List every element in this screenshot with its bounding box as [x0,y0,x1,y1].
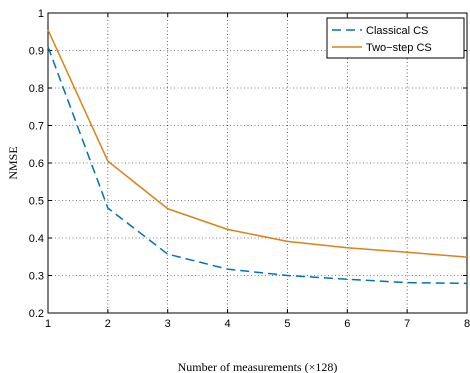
legend-label-two-step-cs: Two−step CS [366,42,432,54]
x-tick-label: 8 [464,318,470,330]
data-point-series-1 [107,160,109,162]
x-tick-label: 1 [45,318,51,330]
x-axis-label: Number of measurements (×128) [178,360,338,373]
data-point-series-0 [286,274,288,276]
data-point-series-1 [406,251,408,253]
x-tick-label: 2 [105,318,111,330]
y-tick-label: 1 [38,8,44,20]
x-tick-label: 7 [404,318,410,330]
y-tick-label: 0.6 [29,158,44,170]
grid-lines [48,13,467,313]
data-point-series-1 [346,247,348,249]
y-tick-label: 0.2 [29,308,44,320]
data-point-series-0 [47,46,49,48]
legend: Classical CS Two−step CS [326,17,465,59]
legend-label-classical-cs: Classical CS [366,25,428,37]
y-tick-label: 0.3 [29,271,44,283]
series-line-1 [47,29,468,258]
data-point-series-0 [466,282,468,284]
series-lines [47,29,468,285]
y-axis-label: NMSE [6,146,20,179]
data-point-series-1 [286,240,288,242]
x-tick-label: 6 [344,318,350,330]
data-point-series-0 [226,268,228,270]
data-point-series-0 [346,278,348,280]
legend-box [326,17,465,59]
data-point-series-1 [47,29,49,31]
y-tick-label: 0.7 [29,121,44,133]
data-point-series-1 [466,256,468,258]
data-point-series-0 [406,281,408,283]
y-tick-label: 0.5 [29,196,44,208]
axis-ticks: 1 2 3 4 5 6 7 8 0.2 0.3 0.4 0.5 0.6 0.7 0.8 0.9 1 [29,8,470,330]
data-point-series-1 [226,228,228,230]
data-point-series-1 [167,208,169,210]
x-tick-label: 5 [284,318,290,330]
y-tick-label: 0.9 [29,46,44,58]
x-tick-label: 4 [225,318,231,330]
x-tick-label: 3 [165,318,171,330]
y-tick-label: 0.8 [29,83,44,95]
y-tick-label: 0.4 [29,233,44,245]
data-point-series-0 [167,253,169,255]
series-line-0 [47,46,468,285]
data-point-series-0 [107,207,109,209]
